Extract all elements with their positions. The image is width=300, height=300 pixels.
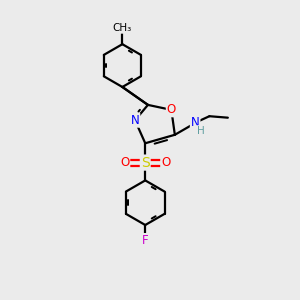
Text: N: N [130,114,140,127]
Text: O: O [167,103,176,116]
Text: CH₃: CH₃ [113,23,132,33]
Text: N: N [191,116,200,129]
Text: H: H [196,126,204,136]
Text: O: O [161,156,170,169]
Text: O: O [120,156,129,169]
Text: F: F [142,234,148,247]
Text: S: S [141,156,150,170]
